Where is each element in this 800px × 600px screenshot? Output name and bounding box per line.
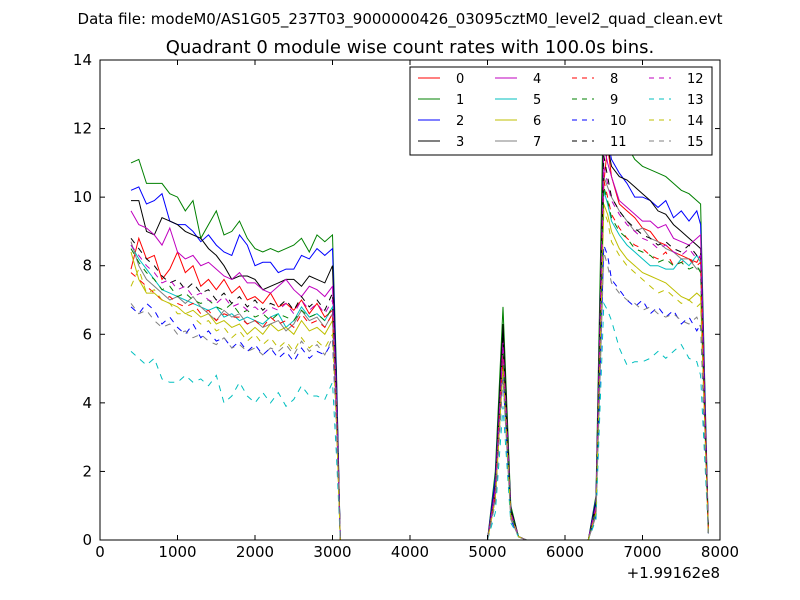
legend-label-10: 10 (610, 114, 627, 129)
x-tick-label: 8000 (701, 543, 739, 561)
chart-title: Quadrant 0 module wise count rates with … (166, 37, 655, 58)
x-tick-label: 2000 (236, 543, 274, 561)
y-tick-label: 2 (82, 462, 92, 480)
x-tick-label: 0 (95, 543, 105, 561)
y-tick-label: 12 (73, 120, 92, 138)
legend-label-4: 4 (533, 72, 541, 87)
x-tick-label: 5000 (468, 543, 506, 561)
y-tick-label: 10 (73, 188, 92, 206)
legend-label-9: 9 (610, 93, 618, 108)
legend-box (409, 66, 713, 156)
legend-label-5: 5 (533, 93, 541, 108)
legend-label-2: 2 (456, 114, 464, 129)
x-tick-label: 1000 (158, 543, 196, 561)
legend-label-14: 14 (687, 114, 704, 129)
series-line-12 (130, 166, 709, 541)
x-tick-label: 3000 (313, 543, 351, 561)
legend-label-13: 13 (687, 93, 704, 108)
legend-label-15: 15 (687, 135, 704, 150)
x-tick-label: 7000 (623, 543, 661, 561)
x-tick-label: 6000 (546, 543, 584, 561)
y-tick-label: 14 (73, 51, 92, 69)
legend-label-8: 8 (610, 72, 618, 87)
legend-label-0: 0 (456, 72, 464, 87)
supertitle: Data file: modeM0/AS1G05_237T03_90000004… (78, 10, 723, 29)
legend-label-12: 12 (687, 72, 704, 87)
y-tick-label: 0 (82, 531, 92, 549)
y-tick-label: 8 (82, 257, 92, 275)
series-line-13 (130, 301, 709, 541)
legend-label-7: 7 (533, 135, 541, 150)
legend-label-6: 6 (533, 114, 541, 129)
x-offset-label: +1.99162e8 (627, 564, 720, 582)
legend-label-3: 3 (456, 135, 464, 150)
legend-label-11: 11 (610, 135, 627, 150)
y-tick-label: 6 (82, 325, 92, 343)
legend-label-1: 1 (456, 93, 464, 108)
y-tick-label: 4 (82, 394, 92, 412)
x-tick-label: 4000 (391, 543, 429, 561)
axes-layer: 0 1000 2000 3000 4000 5000 6000 7000 80000246810… (73, 51, 739, 561)
